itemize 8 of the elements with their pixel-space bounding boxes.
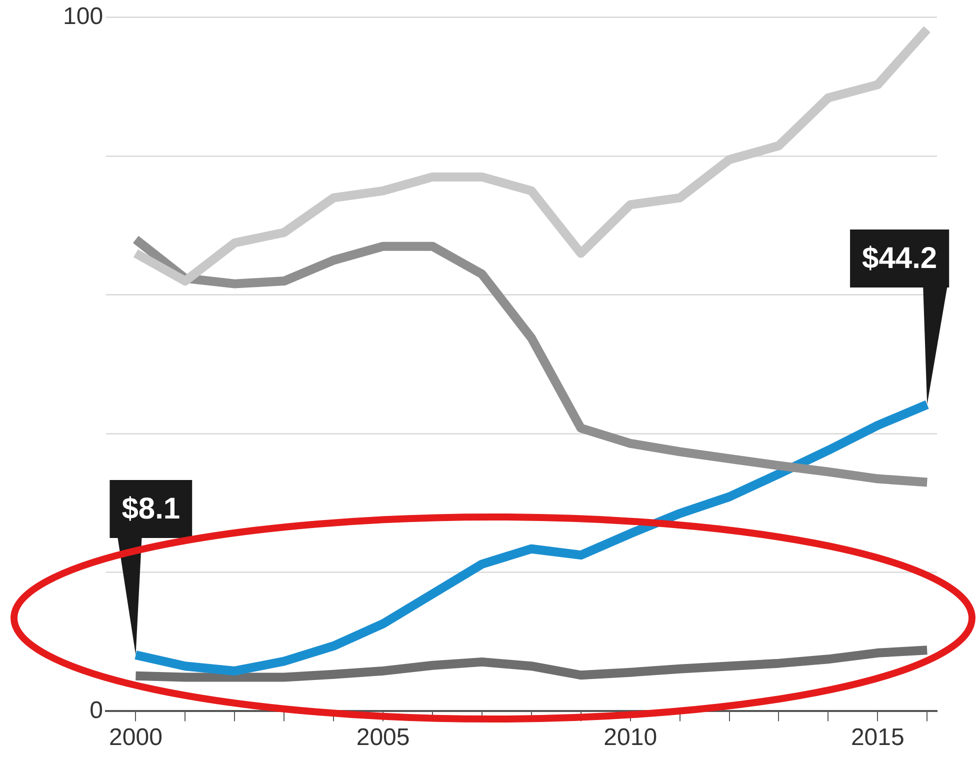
x-tick-label: 2005	[356, 724, 410, 752]
x-tick-label: 2000	[109, 724, 162, 752]
x-tick-label: 2015	[850, 724, 904, 752]
y-tick-label: 100	[62, 3, 104, 30]
x-tick-label: 2010	[604, 724, 658, 752]
y-tick-label: 0	[90, 696, 104, 724]
annotation: $8.1	[122, 492, 180, 526]
annotation: $44.2	[862, 242, 938, 275]
